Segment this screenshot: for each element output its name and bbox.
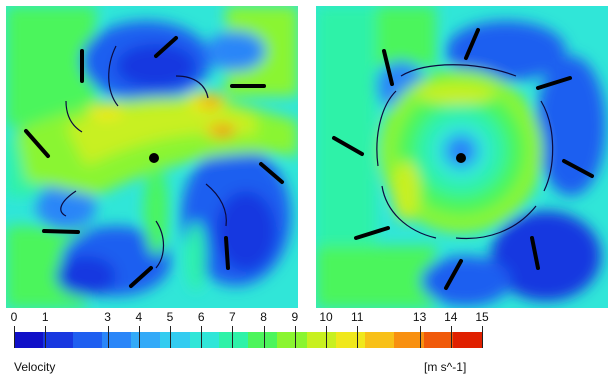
colorbar-tick-mark: [326, 326, 327, 348]
colorbar-tick-mark: [294, 326, 296, 348]
rotor-hub: [149, 153, 159, 163]
colorbar-tick-label: 4: [135, 310, 143, 324]
blade-wakes: [60, 45, 227, 269]
velocity-field: [316, 6, 606, 308]
rotor-blade: [129, 266, 153, 288]
legend-variable-label: Velocity: [14, 360, 56, 374]
colorbar-tick-mark: [201, 326, 203, 348]
colorbar: [14, 332, 482, 348]
colorbar-swatch: [248, 332, 278, 348]
colorbar-tick-mark: [357, 326, 359, 348]
blade-wakes: [376, 64, 554, 240]
left-velocity-contour-panel: [6, 6, 298, 308]
rotor-blade: [24, 129, 50, 158]
legend-unit-label: [m s^-1]: [424, 360, 467, 374]
right-contour-plot: [316, 6, 608, 308]
colorbar-swatch: [160, 332, 190, 348]
colorbar-tick-label: 15: [475, 310, 489, 324]
colorbar-tick-mark: [107, 326, 109, 348]
colorbar-swatch: [306, 332, 336, 348]
colorbar-swatch: [101, 332, 131, 348]
colorbar-tick-mark: [263, 326, 265, 348]
rotor-blade: [224, 236, 230, 270]
velocity-legend: 0 1 3 4 5 6 7 8 9 10 11 13 14 15 Velocity [m s^-1]: [0, 308, 608, 377]
colorbar-tick-label: 13: [412, 310, 427, 324]
colorbar-tick-label: 1: [41, 310, 49, 324]
colorbar-tick-label: 11: [350, 310, 364, 324]
colorbar-tick-mark: [419, 326, 421, 348]
rotor-blade: [444, 259, 463, 290]
colorbar-tick-mark: [482, 326, 483, 348]
rotor-blade: [259, 162, 284, 184]
colorbar-tick-label: 14: [444, 310, 458, 324]
rotor-blade: [536, 76, 572, 90]
colorbar-tick-mark: [232, 326, 234, 348]
rotor-blade: [562, 159, 594, 178]
rotor-blade: [464, 28, 480, 60]
colorbar-swatch: [72, 332, 102, 348]
rotor-blade: [154, 36, 178, 58]
colorbar-tick-mark: [45, 326, 47, 348]
colorbar-tick-label: 6: [197, 310, 205, 324]
rotor-blade: [42, 229, 80, 234]
colorbar-swatch: [131, 332, 161, 348]
colorbar-tick-label: 9: [291, 310, 299, 324]
colorbar-swatch: [452, 332, 482, 348]
colorbar-tick-label: 7: [229, 310, 236, 324]
right-velocity-contour-panel: [316, 6, 608, 308]
colorbar-tick-mark: [170, 326, 171, 348]
colorbar-swatch: [365, 332, 395, 348]
colorbar-tick-label: 5: [166, 310, 174, 324]
colorbar-swatch: [335, 332, 365, 348]
velocity-field: [6, 6, 298, 308]
colorbar-swatch: [43, 332, 73, 348]
colorbar-swatch: [394, 332, 424, 348]
rotor-blades: [24, 36, 284, 288]
left-contour-plot: [6, 6, 298, 308]
colorbar-tick-mark: [450, 326, 452, 348]
rotor-blade: [354, 226, 390, 240]
colorbar-swatch: [14, 332, 44, 348]
colorbar-swatch: [189, 332, 219, 348]
rotor-blade: [332, 136, 364, 156]
colorbar-swatch: [423, 332, 453, 348]
rotor-hub: [456, 153, 466, 163]
colorbar-swatch: [277, 332, 307, 348]
colorbar-tick-label: 3: [104, 310, 111, 324]
colorbar-tick-mark: [138, 326, 140, 348]
rotor-blade: [382, 49, 394, 86]
colorbar-tick-mark: [14, 326, 15, 348]
colorbar-tick-label: 8: [260, 310, 267, 324]
colorbar-tick-label: 10: [319, 310, 333, 324]
rotor-blade: [530, 236, 540, 270]
rotor-blades: [332, 28, 594, 290]
colorbar-tick-label: 0: [10, 310, 18, 324]
